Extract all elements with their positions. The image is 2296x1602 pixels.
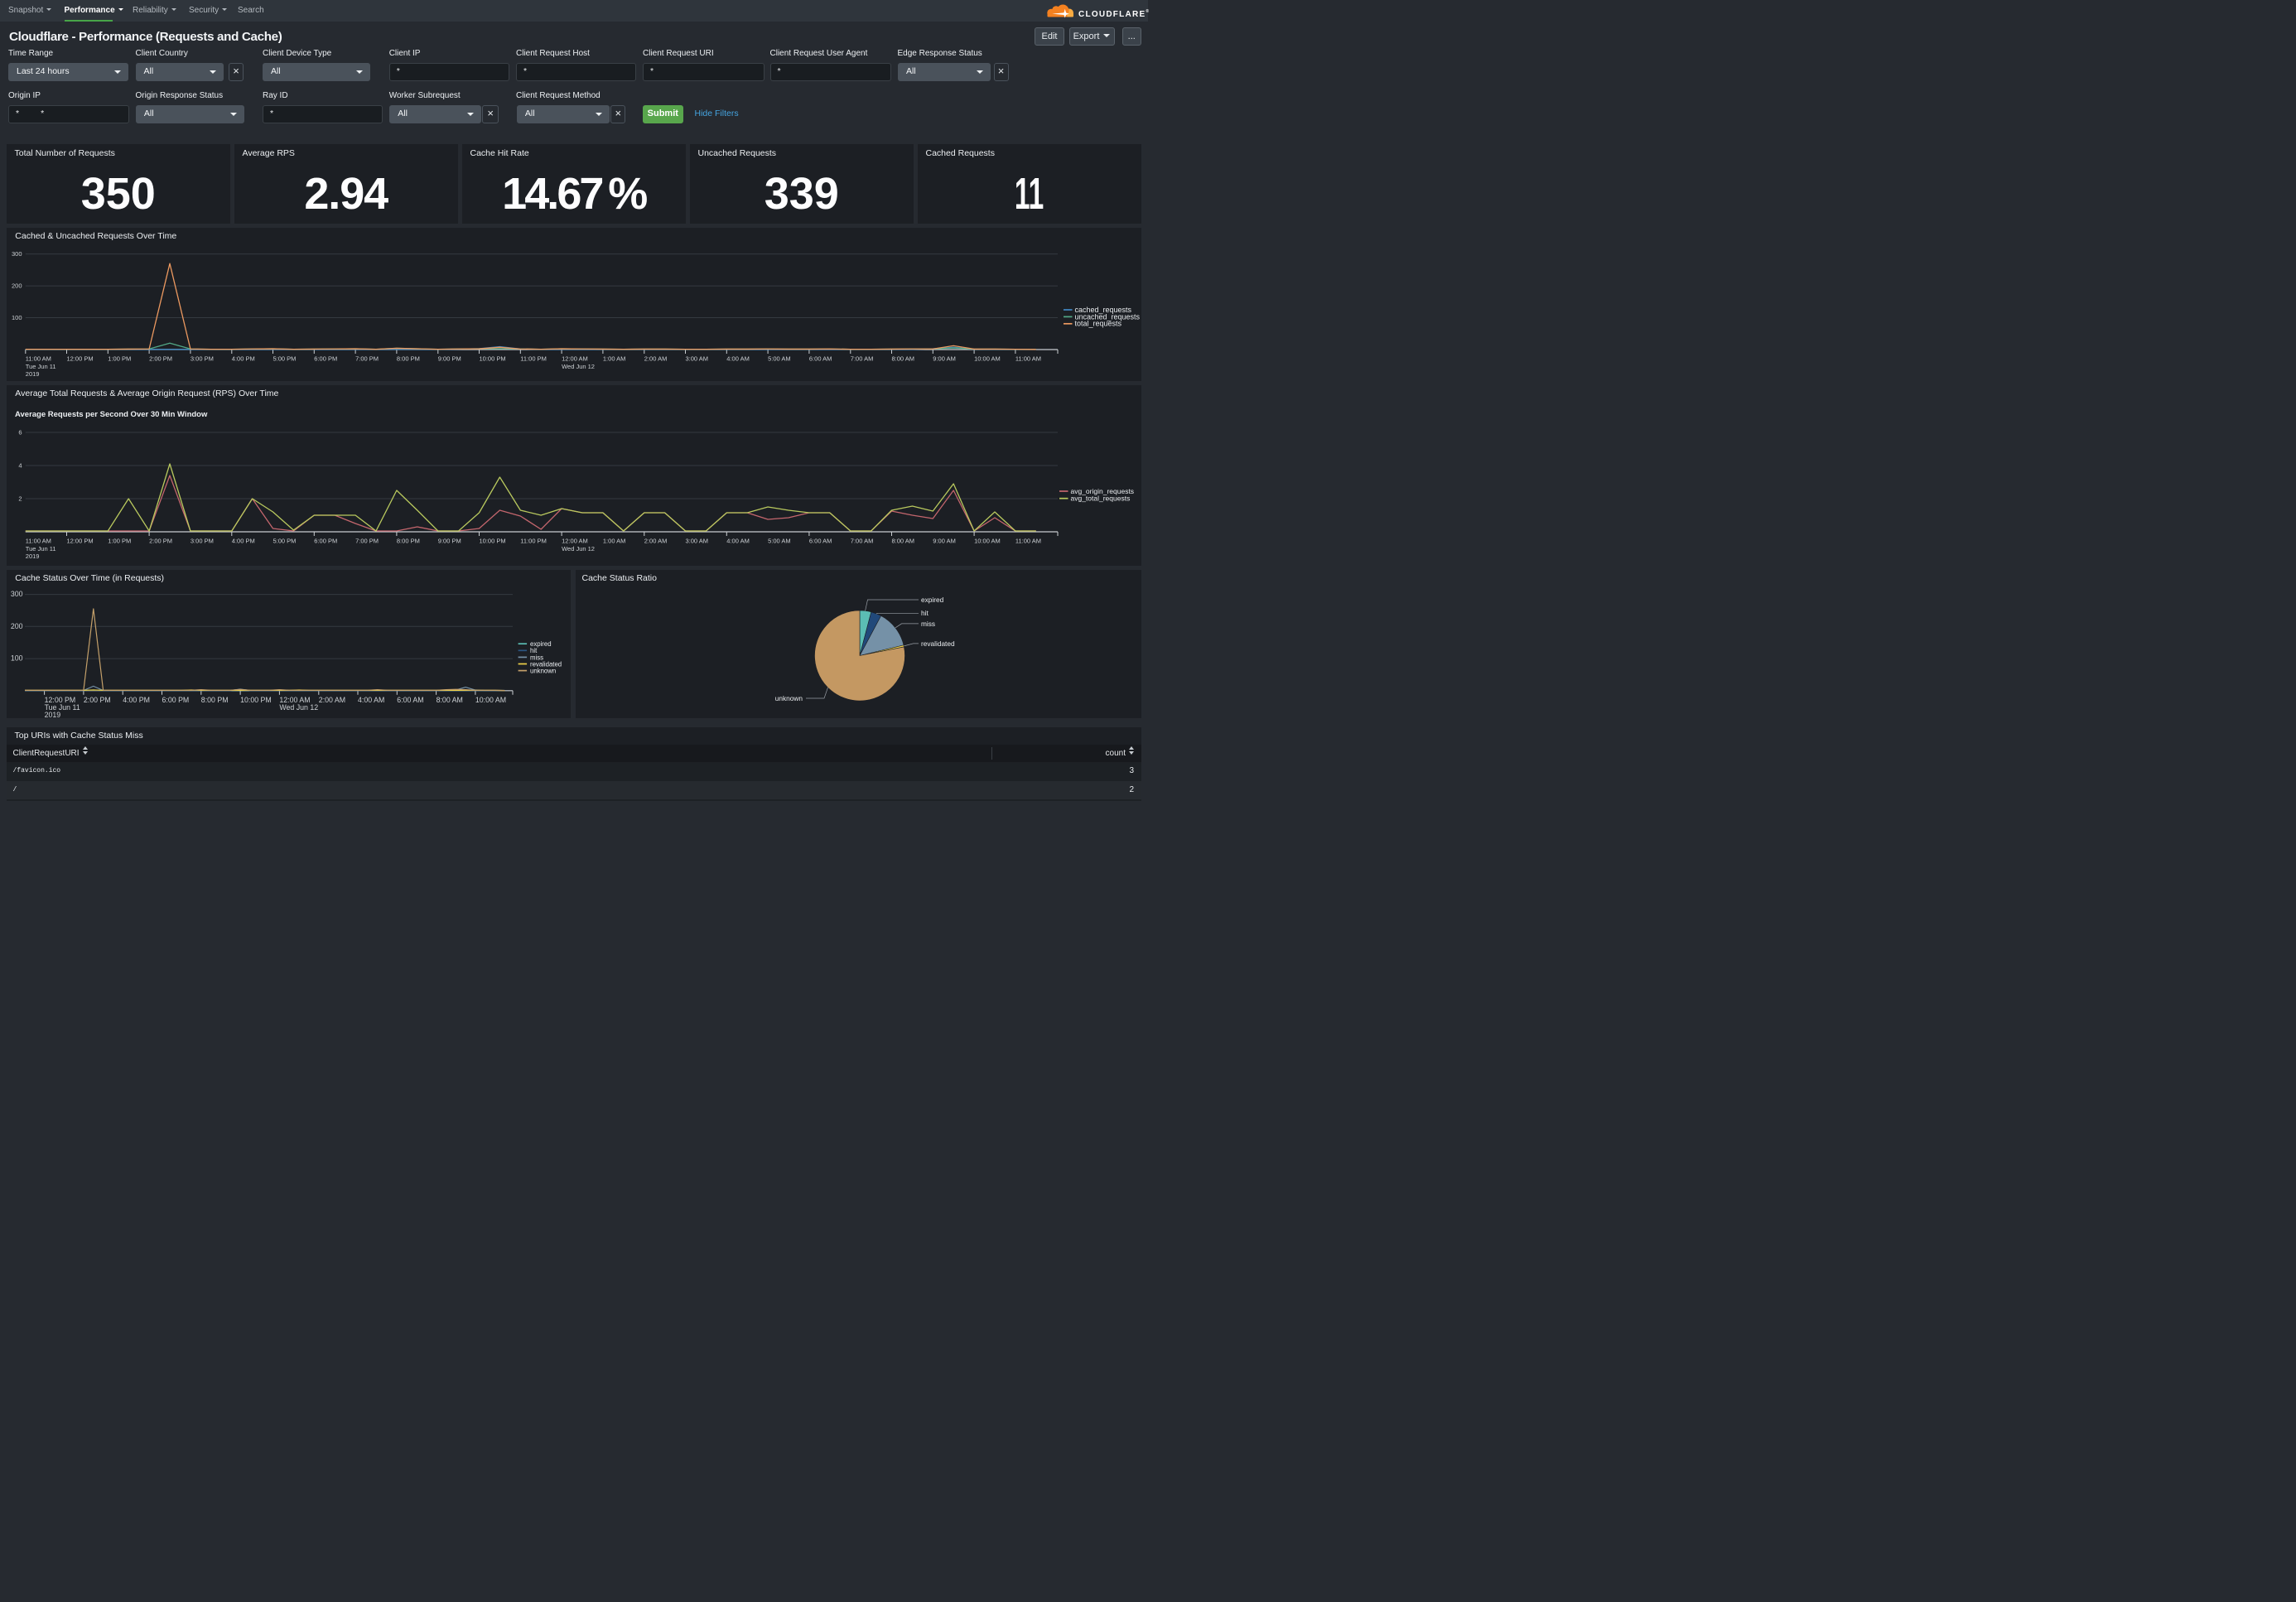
svg-text:12:00 PM: 12:00 PM: [67, 538, 94, 545]
svg-text:12:00 AM: 12:00 AM: [562, 538, 588, 545]
svg-text:miss: miss: [921, 619, 935, 627]
svg-text:unknown: unknown: [775, 693, 803, 702]
svg-text:8:00 PM: 8:00 PM: [397, 355, 420, 363]
svg-text:5:00 AM: 5:00 AM: [768, 355, 791, 363]
svg-text:8:00 PM: 8:00 PM: [397, 538, 420, 545]
svg-text:300: 300: [11, 590, 23, 598]
svg-text:1:00 AM: 1:00 AM: [603, 538, 626, 545]
svg-text:200: 200: [11, 621, 23, 630]
svg-text:4:00 PM: 4:00 PM: [123, 695, 150, 703]
svg-text:unknown: unknown: [530, 667, 556, 674]
svg-text:200: 200: [12, 282, 22, 290]
svg-text:2:00 AM: 2:00 AM: [644, 355, 668, 363]
svg-text:1:00 AM: 1:00 AM: [603, 355, 626, 363]
svg-text:10:00 AM: 10:00 AM: [475, 695, 506, 703]
svg-text:2:00 PM: 2:00 PM: [149, 355, 172, 363]
svg-text:6:00 PM: 6:00 PM: [314, 538, 337, 545]
svg-text:4: 4: [18, 462, 22, 470]
svg-text:7:00 PM: 7:00 PM: [355, 538, 379, 545]
svg-text:Tue Jun 11: Tue Jun 11: [26, 363, 56, 370]
svg-text:100: 100: [11, 654, 23, 662]
svg-text:8:00 AM: 8:00 AM: [892, 355, 915, 363]
svg-text:8:00 PM: 8:00 PM: [201, 695, 229, 703]
svg-text:8:00 AM: 8:00 AM: [437, 695, 463, 703]
svg-text:10:00 PM: 10:00 PM: [240, 695, 272, 703]
svg-text:6: 6: [18, 429, 22, 437]
svg-text:1:00 PM: 1:00 PM: [108, 538, 131, 545]
svg-text:Tue Jun 11: Tue Jun 11: [45, 703, 80, 712]
svg-text:10:00 AM: 10:00 AM: [974, 538, 1001, 545]
svg-text:9:00 AM: 9:00 AM: [933, 538, 956, 545]
svg-text:12:00 PM: 12:00 PM: [67, 355, 94, 363]
svg-text:6:00 PM: 6:00 PM: [314, 355, 337, 363]
svg-text:4:00 AM: 4:00 AM: [726, 355, 750, 363]
svg-text:6:00 PM: 6:00 PM: [162, 695, 190, 703]
svg-text:6:00 AM: 6:00 AM: [809, 538, 832, 545]
svg-text:10:00 PM: 10:00 PM: [480, 538, 506, 545]
svg-text:3:00 AM: 3:00 AM: [686, 355, 709, 363]
svg-text:Wed Jun 12: Wed Jun 12: [562, 545, 595, 552]
svg-text:6:00 AM: 6:00 AM: [397, 695, 423, 703]
svg-text:12:00 AM: 12:00 AM: [279, 695, 310, 703]
svg-text:11:00 AM: 11:00 AM: [26, 538, 51, 545]
svg-text:1:00 PM: 1:00 PM: [108, 355, 131, 363]
svg-text:2:00 AM: 2:00 AM: [644, 538, 668, 545]
svg-text:4:00 PM: 4:00 PM: [232, 355, 255, 363]
svg-text:9:00 AM: 9:00 AM: [933, 355, 956, 363]
svg-text:7:00 AM: 7:00 AM: [851, 538, 874, 545]
svg-text:total_requests: total_requests: [1075, 320, 1122, 328]
svg-text:hit: hit: [921, 609, 929, 617]
svg-text:11:00 AM: 11:00 AM: [1015, 538, 1041, 545]
svg-text:8:00 AM: 8:00 AM: [892, 538, 915, 545]
svg-text:uncached_requests: uncached_requests: [1075, 312, 1141, 321]
svg-text:4:00 PM: 4:00 PM: [232, 538, 255, 545]
svg-text:revalidated: revalidated: [921, 639, 955, 647]
svg-text:2:00 PM: 2:00 PM: [149, 538, 172, 545]
svg-text:expired: expired: [530, 640, 552, 648]
svg-text:5:00 PM: 5:00 PM: [273, 538, 297, 545]
svg-text:3:00 PM: 3:00 PM: [191, 538, 214, 545]
svg-text:11:00 PM: 11:00 PM: [520, 355, 547, 363]
svg-text:10:00 PM: 10:00 PM: [480, 355, 506, 363]
svg-text:5:00 PM: 5:00 PM: [273, 355, 297, 363]
svg-text:4:00 AM: 4:00 AM: [726, 538, 750, 545]
svg-text:avg_origin_requests: avg_origin_requests: [1071, 487, 1135, 495]
svg-text:Wed Jun 12: Wed Jun 12: [279, 703, 318, 712]
svg-text:Tue Jun 11: Tue Jun 11: [26, 545, 56, 552]
svg-text:300: 300: [12, 250, 22, 258]
svg-text:4:00 AM: 4:00 AM: [358, 695, 384, 703]
svg-text:2019: 2019: [26, 552, 40, 560]
svg-text:11:00 AM: 11:00 AM: [1015, 355, 1041, 363]
svg-text:2:00 PM: 2:00 PM: [84, 695, 111, 703]
svg-text:9:00 PM: 9:00 PM: [438, 538, 461, 545]
svg-text:3:00 AM: 3:00 AM: [686, 538, 709, 545]
svg-text:6:00 AM: 6:00 AM: [809, 355, 832, 363]
svg-text:11:00 PM: 11:00 PM: [520, 538, 547, 545]
svg-text:revalidated: revalidated: [530, 660, 562, 668]
svg-text:12:00 PM: 12:00 PM: [45, 695, 76, 703]
svg-text:expired: expired: [921, 596, 944, 604]
svg-text:100: 100: [12, 314, 22, 321]
svg-text:5:00 AM: 5:00 AM: [768, 538, 791, 545]
svg-text:hit: hit: [530, 647, 538, 654]
svg-text:7:00 AM: 7:00 AM: [851, 355, 874, 363]
svg-text:9:00 PM: 9:00 PM: [438, 355, 461, 363]
svg-text:avg_total_requests: avg_total_requests: [1071, 495, 1131, 503]
svg-text:10:00 AM: 10:00 AM: [974, 355, 1001, 363]
svg-text:11:00 AM: 11:00 AM: [26, 355, 51, 363]
svg-text:3:00 PM: 3:00 PM: [191, 355, 214, 363]
svg-text:2019: 2019: [45, 711, 61, 718]
svg-text:2:00 AM: 2:00 AM: [319, 695, 345, 703]
svg-text:2019: 2019: [26, 370, 40, 378]
svg-text:2: 2: [18, 495, 22, 503]
svg-text:cached_requests: cached_requests: [1075, 306, 1132, 314]
svg-text:12:00 AM: 12:00 AM: [562, 355, 588, 363]
svg-text:miss: miss: [530, 654, 543, 661]
svg-text:7:00 PM: 7:00 PM: [355, 355, 379, 363]
svg-text:Wed Jun 12: Wed Jun 12: [562, 363, 595, 370]
